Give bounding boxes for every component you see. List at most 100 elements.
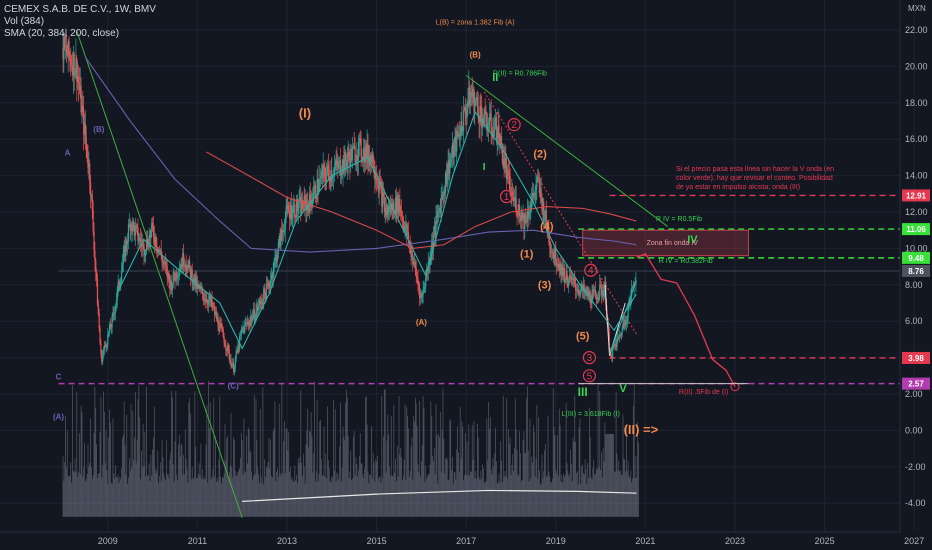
note-text-line: color verde), hay que revisar el conteo.… xyxy=(676,175,833,182)
candle-body xyxy=(234,358,236,368)
candle-body xyxy=(463,109,465,131)
candle-body xyxy=(509,175,511,194)
candle-body xyxy=(432,235,435,250)
candle-body xyxy=(535,186,537,190)
annotation-text: R(II) .5Fib de (I) xyxy=(679,389,728,396)
wave-label: (A) xyxy=(416,318,427,327)
candle-body xyxy=(471,94,473,98)
candle-body xyxy=(129,223,131,231)
candle-body xyxy=(272,271,274,279)
candle-body xyxy=(136,226,138,228)
candle-body xyxy=(412,254,414,265)
price-tag-label: 3.98 xyxy=(908,354,924,363)
circled-wave-label: 2 xyxy=(511,120,517,131)
candle-body xyxy=(66,53,68,56)
candle-body xyxy=(400,209,402,212)
candle-body xyxy=(211,297,213,306)
candle-body xyxy=(116,289,118,300)
candle-body xyxy=(326,173,328,182)
x-tick-label: 2013 xyxy=(277,536,297,546)
candle-body xyxy=(317,178,319,193)
candle-body xyxy=(305,199,307,211)
candle-body xyxy=(574,278,576,285)
candle-body xyxy=(440,198,442,214)
candle-body xyxy=(263,288,265,304)
sma-indicator-label[interactable]: SMA (20, 384, 200, close) xyxy=(4,28,120,39)
wave-label: C xyxy=(56,372,62,381)
candle-body xyxy=(310,201,312,207)
candle-body xyxy=(392,202,394,210)
candle-body xyxy=(344,151,347,162)
candle-body xyxy=(472,89,474,98)
candle-body xyxy=(149,235,151,239)
sma-200-line xyxy=(206,151,637,249)
candle-body xyxy=(438,211,440,213)
candle-body xyxy=(550,251,553,253)
candle-body xyxy=(224,343,226,346)
candle-body xyxy=(484,109,486,112)
candle-body xyxy=(398,198,400,213)
candle-body xyxy=(247,321,249,325)
candle-body xyxy=(217,317,219,328)
symbol-title[interactable]: CEMEX S.A.B. DE C.V., 1W, BMV xyxy=(4,4,156,15)
candle-body xyxy=(423,288,425,290)
candle-body xyxy=(282,230,285,232)
candle-body xyxy=(229,359,231,360)
candle-body xyxy=(240,330,242,336)
candle-body xyxy=(532,192,534,195)
candle-body xyxy=(212,305,214,307)
y-tick-label: 0.00 xyxy=(905,425,923,435)
candle-body xyxy=(613,344,615,346)
candle-body xyxy=(351,148,353,161)
candle-body xyxy=(299,197,301,200)
candle-body xyxy=(506,170,509,180)
candle-body xyxy=(98,313,100,329)
candle-body xyxy=(189,260,191,268)
candle-body xyxy=(354,146,356,163)
candle-body xyxy=(355,160,357,163)
candle-body xyxy=(420,293,422,298)
candle-body xyxy=(425,277,427,287)
candle-body xyxy=(410,245,412,258)
volume-indicator-label[interactable]: Vol (384) xyxy=(4,16,45,27)
candle-body xyxy=(265,283,267,300)
candle-body xyxy=(346,159,348,167)
candle-body xyxy=(288,210,290,212)
candle-body xyxy=(411,254,413,258)
candle-body xyxy=(593,289,596,291)
candle-body xyxy=(615,343,617,348)
candle-body xyxy=(456,131,458,152)
candle-body xyxy=(142,243,144,245)
candle-body xyxy=(340,175,342,176)
candle-body xyxy=(90,195,93,197)
candle-body xyxy=(406,224,408,235)
candle-body xyxy=(520,211,522,222)
candle-body xyxy=(505,158,507,166)
candle-body xyxy=(438,208,441,212)
candle-body xyxy=(550,246,552,253)
candle-body xyxy=(124,246,126,257)
candle-body xyxy=(201,288,204,294)
candle-body xyxy=(619,334,622,336)
candle-body xyxy=(208,296,211,300)
candle-body xyxy=(372,154,374,170)
price-tag xyxy=(902,189,930,202)
candle-body xyxy=(352,145,354,148)
candle-body xyxy=(271,274,273,279)
candle-body xyxy=(278,236,280,243)
candle-body xyxy=(287,205,289,211)
candle-body xyxy=(163,261,165,264)
x-tick-label: 2011 xyxy=(188,536,207,546)
candle-body xyxy=(133,225,136,236)
candle-body xyxy=(413,261,416,264)
candle-body xyxy=(227,345,230,350)
wave-label: IV xyxy=(687,234,698,246)
candle-body xyxy=(99,328,101,343)
candle-body xyxy=(119,284,121,288)
candle-body xyxy=(544,219,546,221)
candle-body xyxy=(501,145,503,164)
candle-body xyxy=(175,271,177,281)
candle-body xyxy=(394,213,396,215)
